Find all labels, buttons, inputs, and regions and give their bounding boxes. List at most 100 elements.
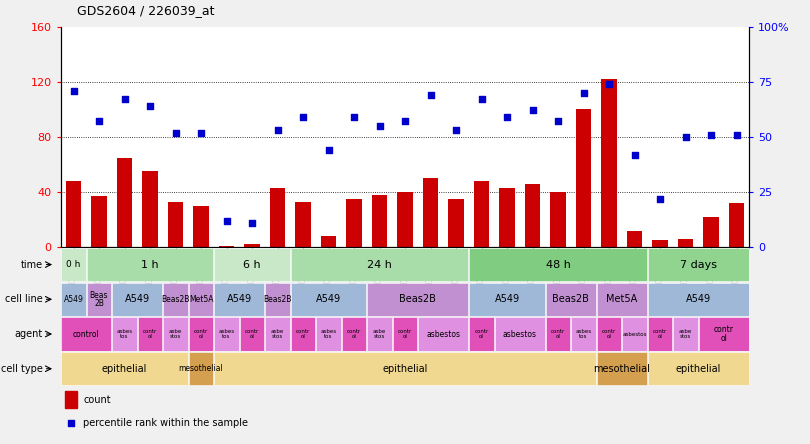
Bar [168,202,183,247]
Text: epithelial: epithelial [102,364,147,374]
Text: 24 h: 24 h [367,260,392,270]
Point [603,80,616,87]
Point [118,96,131,103]
Bar [112,317,137,351]
Text: asbes
tos: asbes tos [219,329,235,339]
Point [67,87,80,94]
Text: A549: A549 [494,294,519,304]
Bar [571,317,596,351]
Bar [550,192,565,247]
Bar [163,317,188,351]
Text: agent: agent [15,329,42,339]
Bar [66,181,81,247]
Point [628,151,641,158]
Point [501,114,514,121]
Bar [525,184,540,247]
Point [194,129,207,136]
Bar [596,283,647,316]
Point [322,147,335,154]
Bar [367,283,468,316]
Bar [245,245,260,247]
Text: Met5A: Met5A [606,294,637,304]
Text: contr
ol: contr ol [245,329,259,339]
Bar [499,188,514,247]
Text: asbestos: asbestos [503,329,537,338]
Bar [321,236,336,247]
Point [373,123,386,130]
Text: A549: A549 [125,294,150,304]
Point [526,107,539,114]
Point [347,114,360,121]
Point [220,217,233,224]
Point [730,131,743,138]
Bar [219,246,234,247]
Text: asbe
stos: asbe stos [271,329,284,339]
Bar [673,317,698,351]
Text: Beas2B: Beas2B [161,295,190,304]
Text: 48 h: 48 h [546,260,570,270]
Bar [61,248,86,281]
Bar [342,317,366,351]
Text: 6 h: 6 h [243,260,261,270]
Text: contr
ol: contr ol [194,329,208,339]
Text: percentile rank within the sample: percentile rank within the sample [83,418,249,428]
Bar [194,206,209,247]
Text: A549: A549 [316,294,341,304]
Point [552,118,565,125]
Bar [291,248,468,281]
Bar [545,283,596,316]
Bar [265,317,290,351]
Text: contr
ol: contr ol [653,329,667,339]
Point [169,129,182,136]
Bar [647,248,749,281]
Text: contr
ol: contr ol [296,329,310,339]
Bar [703,217,718,247]
Text: mesothelial: mesothelial [593,364,650,374]
Text: asbe
stos: asbe stos [679,329,692,339]
Bar [622,317,647,351]
Point [92,118,105,125]
Bar [112,283,163,316]
Text: Beas2B: Beas2B [552,294,589,304]
Text: cell line: cell line [5,294,42,304]
Text: A549: A549 [686,294,711,304]
Text: asbe
stos: asbe stos [373,329,386,339]
Bar [423,178,438,247]
Text: Beas2B: Beas2B [399,294,437,304]
Bar [189,317,214,351]
Bar [296,202,311,247]
Text: count: count [83,395,111,405]
Bar [61,317,112,351]
Bar [627,231,642,247]
Point [271,127,284,134]
Bar [65,391,77,408]
Bar [214,248,290,281]
Text: A549: A549 [63,295,83,304]
Bar [270,188,285,247]
Point [296,114,309,121]
Text: 7 days: 7 days [680,260,717,270]
Bar [398,192,412,247]
Text: asbes
tos: asbes tos [321,329,337,339]
Text: 0 h: 0 h [66,260,81,269]
Point [245,219,258,226]
Text: epithelial: epithelial [382,364,428,374]
Bar [652,240,667,247]
Bar [647,352,749,385]
Bar [545,317,570,351]
Text: contr
ol: contr ol [551,329,565,339]
Bar [596,317,621,351]
Bar [87,248,214,281]
Text: GDS2604 / 226039_at: GDS2604 / 226039_at [77,4,215,17]
Bar [214,352,596,385]
Point [143,103,156,110]
Bar [163,283,188,316]
Text: 1 h: 1 h [141,260,159,270]
Point [399,118,411,125]
Text: epithelial: epithelial [676,364,721,374]
Point [65,419,78,426]
Bar [367,317,392,351]
Point [705,131,718,138]
Bar [698,317,749,351]
Bar [291,283,366,316]
